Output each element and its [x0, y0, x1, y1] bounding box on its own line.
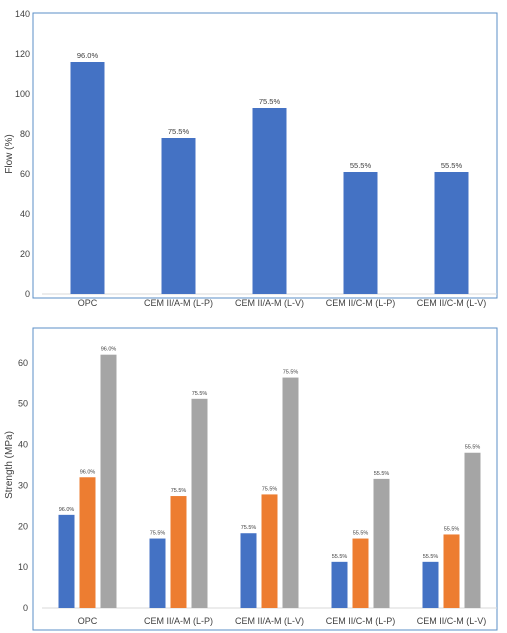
data-label: 55.5%	[350, 161, 372, 170]
flow-chart: 0 20 40 60 80 100 120 140 Flow (%) 96.0% OPC 75.5% C…	[4, 9, 497, 308]
bar	[352, 538, 369, 608]
data-label: 55.5%	[423, 554, 439, 560]
bar	[79, 477, 96, 608]
y-tick-label: 60	[18, 358, 28, 368]
strength-chart: 0 10 20 30 40 50 60 Strength (MPa) 96.0% 96.0% 96.…	[4, 347, 497, 626]
top-chart-frame	[32, 12, 498, 299]
y-tick-label: 20	[20, 249, 30, 259]
bar	[443, 534, 460, 608]
y-tick-label: 40	[20, 209, 30, 219]
y-tick-label: 80	[20, 129, 30, 139]
data-label: 75.5%	[192, 391, 208, 397]
y-tick-label: 0	[23, 603, 28, 613]
bar	[422, 561, 439, 608]
bar	[373, 478, 390, 608]
y-tick-label: 20	[18, 521, 28, 531]
data-label: 55.5%	[332, 554, 348, 560]
bar	[149, 538, 166, 608]
data-label: 96.0%	[101, 347, 117, 353]
y-axis-label: Strength (MPa)	[4, 431, 15, 499]
category-label: CEM II/C-M (L-V)	[417, 616, 487, 626]
data-label: 55.5%	[465, 445, 481, 451]
data-label: 55.5%	[374, 471, 390, 477]
category-label: CEM II/C-M (L-V)	[417, 298, 487, 308]
category-label: CEM II/C-M (L-P)	[326, 616, 396, 626]
bar	[261, 494, 278, 608]
data-label: 96.0%	[80, 469, 96, 475]
bar	[331, 561, 348, 608]
y-tick-label: 60	[20, 169, 30, 179]
y-tick-label: 10	[18, 562, 28, 572]
y-tick-label: 100	[15, 89, 30, 99]
y-tick-label: 50	[18, 399, 28, 409]
category-label: OPC	[78, 298, 98, 308]
y-tick-label: 30	[18, 480, 28, 490]
data-label: 96.0%	[77, 51, 99, 60]
bar	[282, 377, 299, 608]
bar	[343, 172, 378, 294]
category-label: CEM II/A-M (L-V)	[235, 298, 304, 308]
data-label: 75.5%	[259, 97, 281, 106]
y-tick-label: 120	[15, 49, 30, 59]
y-tick-label: 140	[15, 9, 30, 19]
bar	[58, 514, 75, 608]
bar	[170, 496, 187, 608]
bar	[252, 108, 287, 294]
category-label: CEM II/A-M (L-V)	[235, 616, 304, 626]
bar	[464, 452, 481, 608]
data-label: 75.5%	[150, 531, 166, 537]
y-axis-label: Flow (%)	[4, 134, 15, 173]
data-label: 55.5%	[444, 526, 460, 532]
data-label: 96.0%	[59, 507, 75, 513]
data-label: 75.5%	[168, 127, 190, 136]
category-label: CEM II/A-M (L-P)	[144, 616, 213, 626]
data-label: 55.5%	[353, 531, 369, 537]
data-label: 75.5%	[283, 370, 299, 376]
bar	[100, 354, 117, 608]
bottom-chart-frame	[32, 327, 498, 631]
category-label: CEM II/C-M (L-P)	[326, 298, 396, 308]
data-label: 75.5%	[262, 486, 278, 492]
bar	[240, 533, 257, 608]
bar	[70, 62, 105, 294]
bar	[161, 138, 196, 294]
data-label: 75.5%	[171, 488, 187, 494]
y-tick-label: 0	[25, 289, 30, 299]
data-label: 75.5%	[241, 525, 257, 531]
y-tick-label: 40	[18, 440, 28, 450]
bar	[434, 172, 469, 294]
category-label: OPC	[78, 616, 98, 626]
data-label: 55.5%	[441, 161, 463, 170]
category-label: CEM II/A-M (L-P)	[144, 298, 213, 308]
bar	[191, 398, 208, 608]
